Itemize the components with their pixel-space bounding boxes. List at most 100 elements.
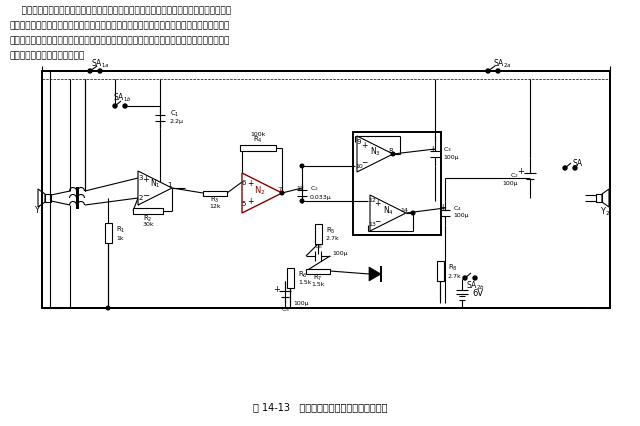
Text: 6V: 6V xyxy=(472,290,483,299)
Text: N$_3$: N$_3$ xyxy=(369,146,380,158)
Text: C$_2$: C$_2$ xyxy=(509,172,518,181)
Bar xyxy=(287,268,294,288)
Text: 100μ: 100μ xyxy=(453,213,468,219)
Text: 9: 9 xyxy=(356,139,361,145)
Text: 100μ: 100μ xyxy=(332,251,348,256)
Circle shape xyxy=(280,191,284,195)
Bar xyxy=(42,71,610,308)
Text: +: + xyxy=(518,167,524,176)
Circle shape xyxy=(106,306,110,310)
Text: 30k: 30k xyxy=(142,222,154,227)
Text: R$_6$: R$_6$ xyxy=(298,270,308,280)
Text: 14: 14 xyxy=(400,207,408,213)
Text: C$_4$: C$_4$ xyxy=(453,204,462,213)
Text: 2.7k: 2.7k xyxy=(448,273,461,279)
Text: +: + xyxy=(374,199,380,208)
Text: N$_2$: N$_2$ xyxy=(254,185,266,197)
Text: +: + xyxy=(247,179,253,188)
Circle shape xyxy=(391,152,395,156)
Text: 12: 12 xyxy=(296,185,304,190)
Circle shape xyxy=(496,69,500,73)
Bar xyxy=(104,223,111,243)
Text: 关受主机控制，当电源开关断开时，副机便不能主动地向主机呼叫。本文介绍的可双向呼叫的: 关受主机控制，当电源开关断开时，副机便不能主动地向主机呼叫。本文介绍的可双向呼叫… xyxy=(10,21,230,30)
Circle shape xyxy=(113,104,117,108)
Text: 有线对讲电话基本上由一个主机和一个副机组成。这种电话的电路虽然简单，但因电源开: 有线对讲电话基本上由一个主机和一个副机组成。这种电话的电路虽然简单，但因电源开 xyxy=(10,6,231,15)
Bar xyxy=(240,145,276,151)
Text: 1.5k: 1.5k xyxy=(298,280,312,285)
Text: 多，却能达到事半功倍的效果。: 多，却能达到事半功倍的效果。 xyxy=(10,51,85,60)
Text: SA$_{1b}$: SA$_{1b}$ xyxy=(113,92,131,104)
Text: SA$_{1a}$: SA$_{1a}$ xyxy=(91,58,109,70)
Text: Y$_2$: Y$_2$ xyxy=(600,206,610,218)
Text: +: + xyxy=(439,204,445,213)
Text: −: − xyxy=(361,158,367,167)
Text: C$_3$: C$_3$ xyxy=(443,146,452,155)
Circle shape xyxy=(98,69,102,73)
Text: 1: 1 xyxy=(167,182,172,188)
Text: 3: 3 xyxy=(139,175,143,181)
Circle shape xyxy=(463,276,467,280)
Text: −: − xyxy=(143,192,150,201)
Bar xyxy=(203,190,227,196)
Text: 12k: 12k xyxy=(209,204,221,208)
Text: 6: 6 xyxy=(242,180,246,186)
Bar xyxy=(314,224,321,244)
Bar xyxy=(596,194,602,202)
Text: +: + xyxy=(429,144,435,153)
Text: R$_5$: R$_5$ xyxy=(326,226,335,236)
Circle shape xyxy=(473,276,477,280)
Text: 2.7k: 2.7k xyxy=(326,236,340,242)
Text: 2: 2 xyxy=(139,195,143,201)
Text: R$_2$: R$_2$ xyxy=(143,214,153,224)
Text: R$_7$: R$_7$ xyxy=(313,273,323,283)
Text: 8: 8 xyxy=(388,148,393,154)
Text: SA: SA xyxy=(573,158,583,167)
Text: 100μ: 100μ xyxy=(293,302,308,306)
Text: C$_5$: C$_5$ xyxy=(280,305,289,314)
Bar xyxy=(436,261,444,281)
Text: SA$_{2a}$: SA$_{2a}$ xyxy=(493,58,511,70)
Text: 图 14-13   双向呼叫有线对讲电话电路原理图: 图 14-13 双向呼叫有线对讲电话电路原理图 xyxy=(253,402,387,412)
Text: 100μ: 100μ xyxy=(502,181,518,185)
Polygon shape xyxy=(242,173,282,213)
Bar xyxy=(353,132,441,235)
Circle shape xyxy=(573,166,577,170)
Text: R$_8$: R$_8$ xyxy=(448,263,458,273)
Text: 1k: 1k xyxy=(116,236,124,241)
Polygon shape xyxy=(138,171,172,205)
Text: R$_3$: R$_3$ xyxy=(210,195,220,205)
Text: +: + xyxy=(143,176,149,184)
Text: C$_2$: C$_2$ xyxy=(310,184,319,193)
Text: R$_4$: R$_4$ xyxy=(253,135,263,145)
Circle shape xyxy=(300,164,304,168)
Text: 100μ: 100μ xyxy=(443,155,459,159)
Text: 7: 7 xyxy=(278,187,282,193)
Text: 12: 12 xyxy=(368,199,376,204)
Circle shape xyxy=(123,104,127,108)
Polygon shape xyxy=(370,195,406,231)
Text: C$_6$: C$_6$ xyxy=(314,242,323,251)
Circle shape xyxy=(563,166,567,170)
Polygon shape xyxy=(357,136,393,172)
Polygon shape xyxy=(369,267,381,281)
Bar xyxy=(306,268,330,273)
Text: 0.033μ: 0.033μ xyxy=(310,195,332,199)
Text: −: − xyxy=(374,218,380,227)
Bar xyxy=(133,208,163,214)
Text: 13: 13 xyxy=(368,222,376,227)
Text: +: + xyxy=(361,141,367,150)
Text: 100k: 100k xyxy=(250,132,266,136)
Text: +: + xyxy=(247,198,253,207)
Text: 10: 10 xyxy=(355,164,363,169)
Text: 2.2μ: 2.2μ xyxy=(170,120,184,124)
Circle shape xyxy=(412,211,415,215)
Text: 有线对讲电话仍为主副机结构，连线也只有一对。但主副机均可直接呼叫对方。元器件增加不: 有线对讲电话仍为主副机结构，连线也只有一对。但主副机均可直接呼叫对方。元器件增加… xyxy=(10,36,230,45)
Text: 5: 5 xyxy=(242,201,246,207)
Text: N$_1$: N$_1$ xyxy=(150,178,161,190)
Text: C$_1$: C$_1$ xyxy=(170,109,180,119)
Text: N$_4$: N$_4$ xyxy=(383,205,394,217)
Bar xyxy=(45,194,51,202)
Text: SA$_{2b}$: SA$_{2b}$ xyxy=(466,280,484,292)
Circle shape xyxy=(300,199,304,203)
Circle shape xyxy=(486,69,490,73)
